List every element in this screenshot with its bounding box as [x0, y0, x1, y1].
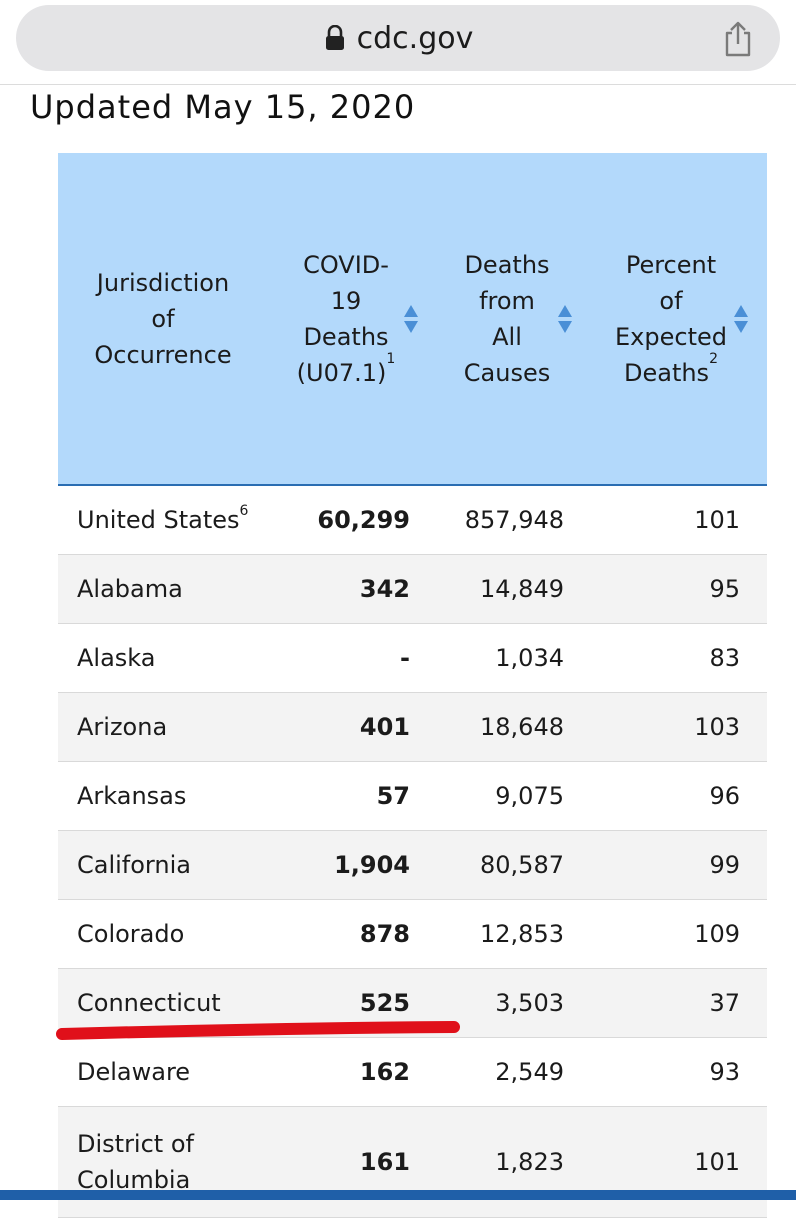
url-text: cdc.gov [356, 20, 474, 56]
covid-deaths-cell: 60,299 [317, 506, 410, 534]
jurisdiction-cell: Arizona [77, 713, 168, 741]
jurisdiction-cell: Connecticut [77, 989, 221, 1017]
table-row: Delaware 162 2,549 93 [58, 1038, 767, 1107]
table-row: District of Columbia 161 1,823 101 [58, 1107, 767, 1218]
all-deaths-cell: 80,587 [480, 851, 564, 879]
covid-deaths-cell: 525 [359, 989, 410, 1017]
percent-expected-cell: 109 [694, 920, 740, 948]
page-footer-bar [0, 1190, 796, 1200]
header-line: COVID- [303, 250, 389, 279]
percent-expected-cell: 95 [709, 575, 740, 603]
jurisdiction-cell: Colorado [77, 920, 185, 948]
table-row: Arizona 401 18,648 103 [58, 693, 767, 762]
jurisdiction-cell: California [77, 851, 191, 879]
data-table: Jurisdiction of Occurrence COVID- 19 Dea… [58, 153, 767, 1218]
header-line: of [659, 286, 683, 315]
header-line: Jurisdiction [96, 268, 230, 297]
jurisdiction-cell: United States [77, 506, 240, 534]
jurisdiction-cell: Delaware [77, 1058, 191, 1086]
table-row: Alaska - 1,034 83 [58, 624, 767, 693]
header-line: Deaths [303, 322, 389, 351]
header-line: Causes [463, 358, 551, 387]
jurisdiction-cell: District of Columbia [77, 1130, 194, 1194]
sort-icon[interactable] [733, 304, 749, 334]
all-deaths-cell: 1,034 [495, 644, 564, 672]
table-row: California 1,904 80,587 99 [58, 831, 767, 900]
header-line: Percent [625, 250, 717, 279]
column-header-all-deaths[interactable]: Deaths from All Causes [448, 153, 566, 484]
url-display[interactable]: cdc.gov [16, 5, 780, 71]
covid-deaths-cell: 1,904 [334, 851, 410, 879]
covid-deaths-cell: 401 [359, 713, 410, 741]
all-deaths-cell: 12,853 [480, 920, 564, 948]
all-deaths-cell: 2,549 [495, 1058, 564, 1086]
all-deaths-cell: 857,948 [464, 506, 564, 534]
covid-deaths-cell: 161 [359, 1148, 410, 1176]
table-row: Alabama 342 14,849 95 [58, 555, 767, 624]
sort-icon[interactable] [403, 304, 419, 334]
jurisdiction-cell: Alaska [77, 644, 156, 672]
footnote-marker: 1 [386, 350, 396, 367]
jurisdiction-cell: Arkansas [77, 782, 187, 810]
percent-expected-cell: 101 [694, 1148, 740, 1176]
percent-expected-cell: 37 [709, 989, 740, 1017]
percent-expected-cell: 93 [709, 1058, 740, 1086]
header-line: 19 [330, 286, 362, 315]
covid-deaths-cell: 57 [376, 782, 410, 810]
header-line: Expected [615, 322, 727, 351]
percent-expected-cell: 101 [694, 506, 740, 534]
all-deaths-cell: 9,075 [495, 782, 564, 810]
percent-expected-cell: 83 [709, 644, 740, 672]
column-header-jurisdiction[interactable]: Jurisdiction of Occurrence [68, 153, 258, 484]
sort-icon[interactable] [557, 304, 573, 334]
all-deaths-cell: 3,503 [495, 989, 564, 1017]
table-row: United States 6 60,299 857,948 101 [58, 486, 767, 555]
address-bar[interactable]: cdc.gov [16, 5, 780, 71]
header-line: of [151, 304, 175, 333]
header-line: from [479, 286, 535, 315]
table-row: Colorado 878 12,853 109 [58, 900, 767, 969]
covid-deaths-cell: - [400, 644, 410, 672]
browser-toolbar: cdc.gov [0, 0, 796, 85]
covid-deaths-cell: 878 [359, 920, 410, 948]
updated-date: Updated May 15, 2020 [30, 88, 416, 126]
all-deaths-cell: 14,849 [480, 575, 564, 603]
percent-expected-cell: 96 [709, 782, 740, 810]
jurisdiction-cell: Alabama [77, 575, 183, 603]
footnote-marker: 2 [709, 350, 718, 367]
all-deaths-cell: 1,823 [495, 1148, 564, 1176]
header-line: Deaths [623, 358, 710, 387]
percent-expected-cell: 99 [709, 851, 740, 879]
all-deaths-cell: 18,648 [480, 713, 564, 741]
lock-icon [325, 25, 344, 50]
column-header-covid-deaths[interactable]: COVID- 19 Deaths (U07.1)1 [288, 153, 404, 484]
column-header-percent-expected[interactable]: Percent of Expected Deaths2 [604, 153, 738, 484]
table-row: Arkansas 57 9,075 96 [58, 762, 767, 831]
header-line: (U07.1) [296, 358, 387, 387]
percent-expected-cell: 103 [694, 713, 740, 741]
covid-deaths-cell: 342 [359, 575, 410, 603]
share-icon[interactable] [722, 20, 754, 58]
table-header: Jurisdiction of Occurrence COVID- 19 Dea… [58, 153, 767, 486]
red-underline-annotation [56, 1021, 460, 1040]
header-line: Deaths [464, 250, 550, 279]
header-line: All [492, 322, 522, 351]
header-line: Occurrence [94, 340, 232, 369]
covid-deaths-cell: 162 [359, 1058, 410, 1086]
